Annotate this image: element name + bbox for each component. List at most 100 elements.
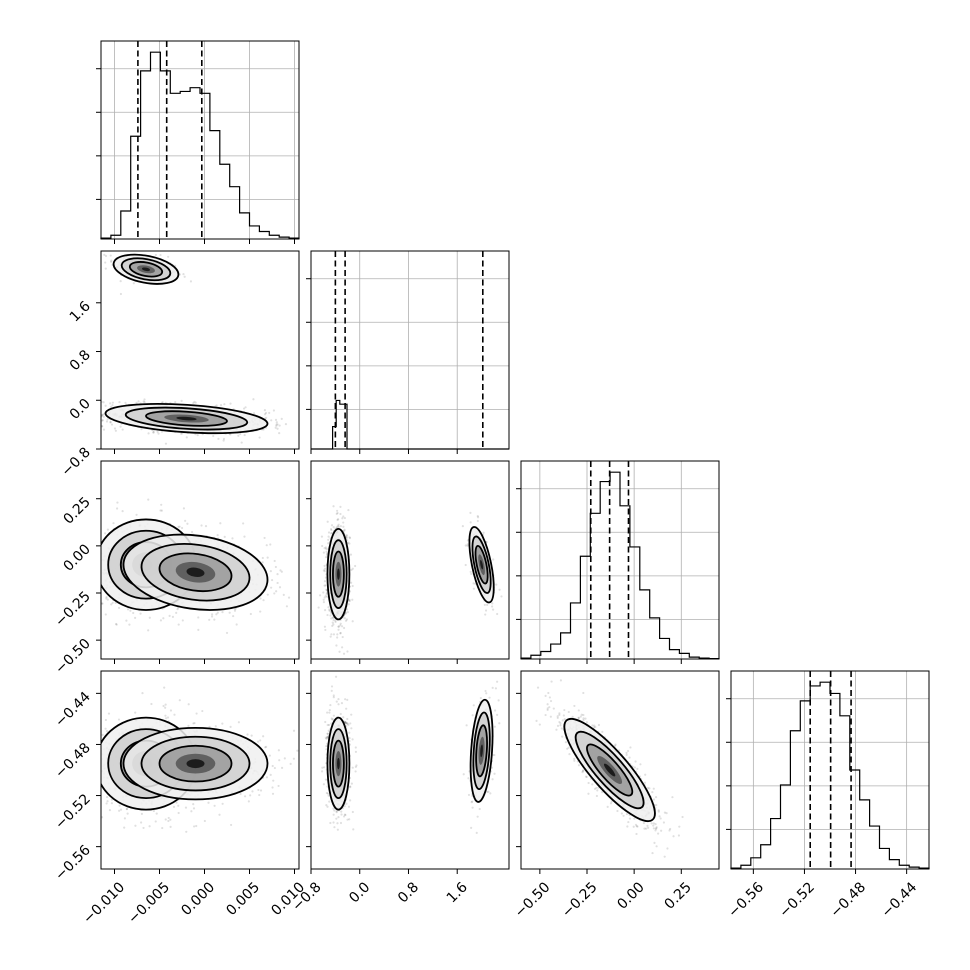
scatter-point [324,576,328,579]
scatter-point [342,652,346,655]
scatter-point [346,650,349,653]
scatter-point [105,596,108,599]
scatter-point [193,825,196,828]
hist2d-panel-2-1 [306,460,510,664]
scatter-point [339,512,342,516]
scatter-point [233,607,237,611]
scatter-point [97,551,99,553]
scatter-point [161,401,164,404]
scatter-point [164,703,167,706]
scatter-point [95,736,97,738]
scatter-point [109,402,112,405]
scatter-point [348,599,351,603]
scatter-point [109,254,112,257]
scatter-point [491,608,495,611]
scatter-point [239,432,242,436]
scatter-point [332,616,335,619]
scatter-point [154,820,157,823]
scatter-point [342,525,345,528]
scatter-point [323,580,327,583]
contour-line [104,403,269,435]
scatter-point [339,632,342,635]
scatter-point [317,606,320,609]
scatter-point [464,563,467,567]
scatter-point [330,633,333,636]
scatter-point [337,625,340,628]
scatter-point [496,612,499,616]
scatter-point [109,420,112,423]
scatter-point [476,514,479,518]
contour-line [158,552,233,593]
scatter-point [147,432,150,435]
scatter-point [484,609,488,612]
scatter-point [121,510,124,513]
scatter-point [110,260,113,263]
scatter-point [270,419,273,422]
scatter-point [330,528,333,532]
scatter-point [328,609,331,612]
scatter-point [96,802,98,804]
scatter-point [119,808,123,811]
scatter-point [259,610,262,613]
scatter-point [336,511,339,515]
scatter-point [93,403,95,405]
scatter-point [135,401,138,404]
scatter-point [94,414,96,416]
scatter-point [109,405,113,408]
scatter-point [176,608,179,611]
scatter-point [249,612,252,616]
scatter-point [163,686,166,689]
scatter-point [160,430,164,433]
scatter-point [324,628,327,632]
scatter-point [324,584,327,587]
scatter-point [167,819,170,823]
contour-line [140,543,251,602]
scatter-point [500,595,503,598]
scatter-point [351,567,354,570]
hist-frame-2 [520,460,720,660]
scatter-point [469,511,472,515]
scatter-point [195,824,198,828]
scatter-point [278,424,281,427]
scatter-point [95,408,97,410]
scatter-point [175,611,178,614]
scatter-point [276,427,279,430]
scatter-point [164,442,168,445]
scatter-point [279,569,282,572]
scatter-point [181,619,184,622]
scatter-point [319,594,322,597]
hist-frame-1 [310,250,510,450]
scatter-point [101,816,104,819]
scatter-point [193,400,196,403]
scatter-point [152,431,155,434]
scatter-point [132,611,135,615]
scatter-point [177,804,180,807]
scatter-point [229,402,232,405]
scatter-point [326,520,329,523]
scatter-point [110,259,113,262]
scatter-point [212,434,215,438]
scatter-point [135,513,138,516]
scatter-point [282,593,285,596]
scatter-point [85,773,87,775]
scatter-point [103,253,106,257]
scatter-point [323,570,326,573]
scatter-point [137,400,140,403]
scatter-point [95,549,97,551]
scatter-point [336,518,339,521]
scatter-point [190,810,193,813]
scatter-point [177,525,180,528]
scatter-point [196,434,199,437]
scatter-point [219,522,222,525]
scatter-point [115,507,119,510]
scatter-point [243,433,246,437]
scatter-point [347,599,351,602]
scatter-point [180,399,183,402]
scatter-point [328,608,331,611]
scatter-point [94,542,96,544]
scatter-point [140,428,143,431]
scatter-point [185,830,188,833]
scatter-point [111,401,114,404]
scatter-point [126,608,130,611]
scatter-point [242,407,246,410]
